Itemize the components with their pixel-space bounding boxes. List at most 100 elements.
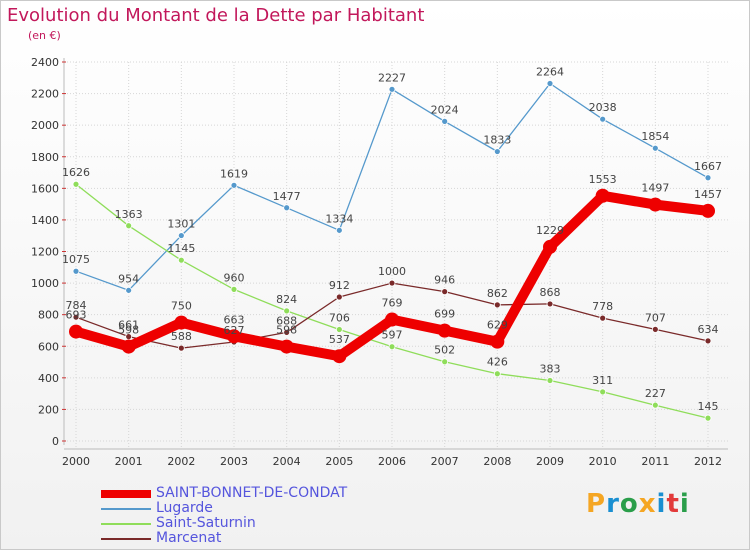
data-label: 634 xyxy=(698,323,719,336)
x-tick-label: 2000 xyxy=(62,455,90,468)
data-point xyxy=(283,328,291,336)
data-point xyxy=(283,307,291,315)
y-tick-label: 0 xyxy=(52,435,59,448)
logo-letter: P xyxy=(586,489,607,519)
y-tick-label: 600 xyxy=(38,340,59,353)
y-tick-label: 1800 xyxy=(31,151,59,164)
data-label: 1229 xyxy=(536,224,564,237)
y-tick-label: 1200 xyxy=(31,246,59,259)
y-tick-label: 1600 xyxy=(31,182,59,195)
data-label: 2038 xyxy=(589,101,617,114)
data-label: 706 xyxy=(329,312,350,325)
data-label: 954 xyxy=(118,272,139,285)
legend-label: Marcenat xyxy=(156,530,222,546)
data-point xyxy=(493,148,501,155)
data-label: 1497 xyxy=(641,182,669,195)
data-label: 598 xyxy=(118,324,139,337)
data-label: 2227 xyxy=(378,71,406,84)
data-point xyxy=(704,337,712,345)
data-label: 1075 xyxy=(62,253,90,266)
y-tick-label: 200 xyxy=(38,403,59,416)
data-label: 588 xyxy=(171,330,192,343)
data-label: 426 xyxy=(487,356,508,369)
data-label: 699 xyxy=(434,308,455,321)
data-label: 598 xyxy=(276,324,297,337)
data-label: 1145 xyxy=(167,242,195,255)
y-tick-label: 1000 xyxy=(31,277,59,290)
data-point xyxy=(72,313,80,321)
chart-subtitle: (en €) xyxy=(28,29,61,42)
legend-label: SAINT-BONNET-DE-CONDAT xyxy=(156,485,348,501)
data-label: 862 xyxy=(487,287,508,300)
legend-swatch xyxy=(101,523,151,525)
data-label: 960 xyxy=(224,271,245,284)
data-label: 2024 xyxy=(431,103,459,116)
data-point xyxy=(69,324,83,339)
data-point xyxy=(651,325,659,333)
legend-swatch xyxy=(101,490,151,498)
data-point xyxy=(493,301,501,309)
logo-letter: x xyxy=(638,489,657,519)
data-label: 383 xyxy=(540,363,561,376)
y-tick-label: 400 xyxy=(38,372,59,385)
x-tick-label: 2002 xyxy=(167,455,195,468)
x-tick-label: 2004 xyxy=(273,455,301,468)
x-tick-label: 2011 xyxy=(641,455,669,468)
data-label: 2264 xyxy=(536,65,564,78)
data-point xyxy=(388,85,396,93)
data-point xyxy=(648,197,663,212)
data-point xyxy=(125,222,133,230)
data-label: 145 xyxy=(698,400,719,413)
data-point xyxy=(441,358,449,366)
data-label: 1477 xyxy=(273,190,301,203)
data-label-layer: 693 598 750 663 598 537 769 699 629 1229 1553 1497 1… xyxy=(62,65,722,413)
data-point xyxy=(72,267,80,275)
x-tick-label: 2008 xyxy=(483,455,511,468)
data-label: 1363 xyxy=(115,208,143,221)
data-point xyxy=(174,315,189,330)
data-label: 311 xyxy=(592,374,613,387)
data-point xyxy=(599,314,607,322)
proxiti-logo: Proxiti xyxy=(586,489,690,519)
grid-layer xyxy=(64,61,728,449)
data-label: 661 xyxy=(118,319,139,332)
data-point xyxy=(177,344,185,352)
data-label: 1854 xyxy=(641,130,669,143)
data-label: 693 xyxy=(66,309,87,322)
data-point xyxy=(704,414,712,422)
logo-letter: o xyxy=(619,489,639,519)
data-label: 1833 xyxy=(483,134,511,147)
y-tick-label: 800 xyxy=(38,309,59,322)
y-tick-label: 2400 xyxy=(31,56,59,69)
data-label: 537 xyxy=(329,333,350,346)
data-point xyxy=(388,279,396,287)
data-point xyxy=(441,117,449,125)
data-point xyxy=(441,288,449,296)
data-point xyxy=(493,370,501,378)
y-tick-label: 2000 xyxy=(31,119,59,132)
legend-swatch xyxy=(101,508,151,510)
logo-letter: i xyxy=(679,489,690,519)
data-label: 1457 xyxy=(694,188,722,201)
data-label: 502 xyxy=(434,344,455,357)
data-label: 663 xyxy=(224,313,245,326)
data-point xyxy=(177,256,185,264)
x-tick-label: 2005 xyxy=(325,455,353,468)
data-label: 597 xyxy=(382,329,403,342)
data-label: 946 xyxy=(434,274,455,287)
data-label: 868 xyxy=(540,286,561,299)
data-point xyxy=(701,203,715,218)
data-point xyxy=(332,349,347,364)
data-point xyxy=(546,80,554,87)
data-label: 1667 xyxy=(694,160,722,173)
data-point xyxy=(651,144,659,152)
data-label: 1619 xyxy=(220,167,248,180)
y-tick-label: 2200 xyxy=(31,88,59,101)
data-point xyxy=(704,174,712,182)
data-point xyxy=(546,300,554,308)
data-label: 707 xyxy=(645,311,666,324)
data-point xyxy=(490,334,505,349)
x-tick-label: 2009 xyxy=(536,455,564,468)
data-point xyxy=(72,180,80,188)
